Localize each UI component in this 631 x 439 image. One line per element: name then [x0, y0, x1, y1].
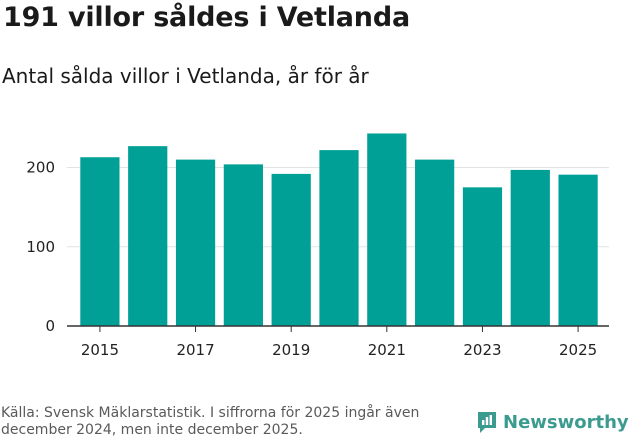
y-tick-label: 0 — [45, 317, 55, 335]
bar-2024 — [510, 169, 550, 326]
bar-2021 — [367, 133, 407, 326]
bar-2023 — [462, 187, 503, 326]
bar-2019 — [271, 173, 311, 326]
bars — [80, 133, 598, 326]
x-tick-label: 2021 — [368, 341, 406, 359]
x-tick-label: 2017 — [176, 341, 214, 359]
x-tick-label: 2023 — [463, 341, 501, 359]
chart-subtitle: Antal sålda villor i Vetlanda, år för år — [2, 64, 369, 88]
bar-2015 — [80, 157, 120, 326]
brand-name: Newsworthy — [503, 411, 629, 433]
y-tick-label: 200 — [26, 159, 55, 177]
y-tick-label: 100 — [26, 238, 55, 256]
bar-2020 — [319, 150, 359, 326]
bar-2017 — [175, 159, 216, 326]
source-note: Källa: Svensk Mäklarstatistik. I siffror… — [1, 405, 420, 438]
bar-2022 — [415, 159, 455, 326]
bar-2025 — [558, 174, 598, 326]
bar-2018 — [223, 164, 263, 326]
x-tick-label: 2019 — [272, 341, 310, 359]
brand-logo: Newsworthy — [476, 409, 629, 435]
axes: 0 100 200 2015 2017 2019 2021 2023 2025 — [26, 159, 609, 359]
bar-2016 — [128, 146, 168, 326]
page-title: 191 villor såldes i Vetlanda — [3, 2, 410, 33]
bar-chart: 0 100 200 2015 2017 2019 2021 2023 2025 — [26, 133, 609, 359]
x-tick-label: 2025 — [559, 341, 597, 359]
x-tick-label: 2015 — [81, 341, 119, 359]
newsworthy-logo-icon — [478, 412, 496, 433]
